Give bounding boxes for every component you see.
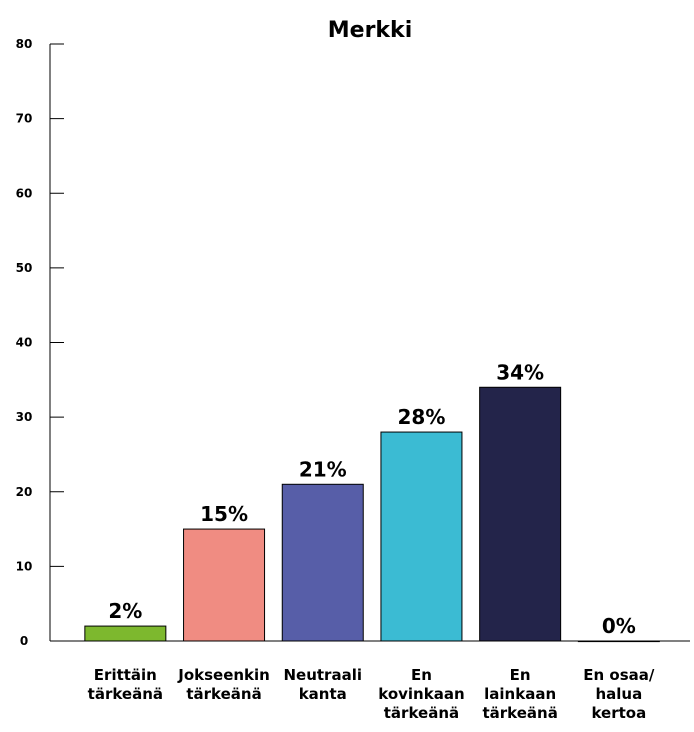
category-label-line: Erittäin bbox=[94, 666, 157, 684]
bar bbox=[84, 625, 167, 642]
category-label: Neutraali kanta bbox=[283, 666, 362, 703]
category-label-line: En bbox=[411, 666, 432, 684]
category-label-line: tärkeänä bbox=[186, 685, 261, 703]
bar bbox=[281, 483, 364, 642]
y-tick-label: 0 bbox=[20, 634, 28, 648]
category-label: En kovinkaan tärkeänä bbox=[378, 666, 464, 722]
category-label-line: kanta bbox=[299, 685, 347, 703]
bar bbox=[380, 431, 463, 642]
bars bbox=[84, 386, 660, 643]
category-label: Jokseenkin tärkeänä bbox=[177, 666, 270, 703]
category-label: Erittäin tärkeänä bbox=[88, 666, 163, 703]
y-tick-label: 10 bbox=[16, 559, 33, 573]
y-tick-label: 20 bbox=[16, 485, 33, 499]
category-label-line: tärkeänä bbox=[482, 704, 557, 722]
category-label-line: kertoa bbox=[591, 704, 646, 722]
value-labels: 2% 15% 21% 28% 34% 0% bbox=[108, 360, 635, 638]
bar bbox=[183, 528, 266, 642]
y-tick-label: 30 bbox=[16, 410, 33, 424]
chart-title: Merkki bbox=[328, 18, 412, 43]
value-label: 15% bbox=[200, 502, 248, 526]
value-label: 34% bbox=[496, 360, 544, 384]
value-label: 2% bbox=[108, 599, 142, 623]
y-tick-label: 60 bbox=[16, 186, 33, 200]
value-label: 0% bbox=[602, 614, 636, 638]
category-label-line: En osaa/ bbox=[583, 666, 655, 684]
y-tick-label: 80 bbox=[16, 37, 33, 51]
category-label-line: kovinkaan bbox=[378, 685, 464, 703]
category-label-line: lainkaan bbox=[484, 685, 556, 703]
category-label-line: halua bbox=[595, 685, 642, 703]
y-tick-label: 50 bbox=[16, 261, 33, 275]
value-label: 28% bbox=[398, 405, 446, 429]
category-label: En lainkaan tärkeänä bbox=[482, 666, 557, 722]
category-label-line: tärkeänä bbox=[384, 704, 459, 722]
y-tick-label: 40 bbox=[16, 336, 33, 350]
bar bbox=[577, 640, 660, 643]
bar bbox=[479, 386, 562, 642]
category-label-line: tärkeänä bbox=[88, 685, 163, 703]
y-tick-label: 70 bbox=[16, 112, 33, 126]
value-label: 21% bbox=[299, 457, 347, 481]
category-label: En osaa/halua kertoa bbox=[583, 666, 655, 722]
category-label-line: En bbox=[510, 666, 531, 684]
category-label-line: Neutraali bbox=[283, 666, 362, 684]
category-label-line: Jokseenkin bbox=[177, 666, 270, 684]
axes: 0 10 20 30 40 50 60 70 80 bbox=[16, 37, 690, 648]
